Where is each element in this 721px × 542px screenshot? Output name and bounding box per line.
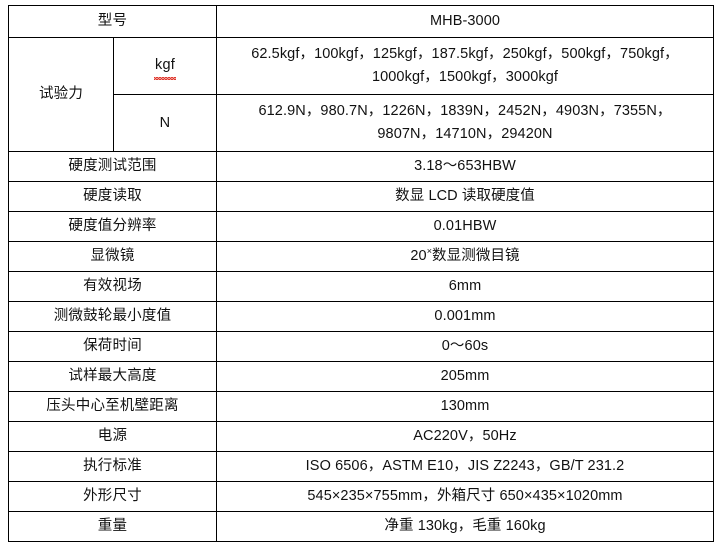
row-value-hardness-range: 3.18～653HBW <box>216 151 714 182</box>
table-row-force-newton: N 612.9N，980.7N，1226N，1839N，2452N，4903N，… <box>9 94 714 152</box>
row-label-force-unit-newton: N <box>113 94 217 152</box>
multiplication-sign-icon: × <box>426 246 433 257</box>
row-label-hardness-range: 硬度测试范围 <box>8 151 217 182</box>
table-row-weight: 重量 净重 130kg，毛重 160kg <box>8 511 714 542</box>
table-row-dwell-time: 保荷时间 0～60s <box>8 331 714 362</box>
row-value-force-newton: 612.9N，980.7N，1226N，1839N，2452N，4903N，73… <box>216 94 714 152</box>
table-row-microscope: 显微镜 20×数显测微目镜 <box>8 241 714 272</box>
table-row-power-supply: 电源 AC220V，50Hz <box>8 421 714 452</box>
specification-table: 型号 MHB-3000 试验力 kgf 62.5kgf，100kgf，125kg… <box>8 5 714 542</box>
specification-table-body: 型号 MHB-3000 试验力 kgf 62.5kgf，100kgf，125kg… <box>8 5 714 542</box>
table-row-force-kgf: 试验力 kgf 62.5kgf，100kgf，125kgf，187.5kgf，2… <box>8 37 714 152</box>
row-value-throat-depth: 130mm <box>216 391 714 422</box>
row-value-standards: ISO 6506，ASTM E10，JIS Z2243，GB/T 231.2 <box>216 451 714 482</box>
row-value-force-kgf: 62.5kgf，100kgf，125kgf，187.5kgf，250kgf，50… <box>216 37 714 95</box>
table-row-throat-depth: 压头中心至机壁距离 130mm <box>8 391 714 422</box>
row-value-max-specimen-height: 205mm <box>216 361 714 392</box>
row-value-model: MHB-3000 <box>216 5 714 38</box>
force-newton-value-text: 612.9N，980.7N，1226N，1839N，2452N，4903N，73… <box>258 102 672 142</box>
table-row-dimensions: 外形尺寸 545×235×755mm，外箱尺寸 650×435×1020mm <box>8 481 714 512</box>
row-label-max-specimen-height: 试样最大高度 <box>8 361 217 392</box>
row-label-standards: 执行标准 <box>8 451 217 482</box>
row-label-test-force: 试验力 <box>8 37 114 152</box>
microscope-eyepiece-text: 数显测微目镜 <box>432 248 520 265</box>
microscope-magnification: 20 <box>410 248 427 265</box>
row-value-micrometer-division: 0.001mm <box>216 301 714 332</box>
row-value-hardness-resolution: 0.01HBW <box>216 211 714 242</box>
table-row-max-specimen-height: 试样最大高度 205mm <box>8 361 714 392</box>
specification-table-container: 型号 MHB-3000 试验力 kgf 62.5kgf，100kgf，125kg… <box>8 5 714 542</box>
row-value-hardness-reading: 数显 LCD 读取硬度值 <box>216 181 714 212</box>
row-value-dwell-time: 0～60s <box>216 331 714 362</box>
table-row-hardness-resolution: 硬度值分辨率 0.01HBW <box>8 211 714 242</box>
row-label-microscope: 显微镜 <box>8 241 217 272</box>
table-row-micrometer-division: 测微鼓轮最小度值 0.001mm <box>8 301 714 332</box>
row-value-dimensions: 545×235×755mm，外箱尺寸 650×435×1020mm <box>216 481 714 512</box>
row-label-throat-depth: 压头中心至机壁距离 <box>8 391 217 422</box>
row-value-microscope: 20×数显测微目镜 <box>216 241 714 272</box>
table-row-model: 型号 MHB-3000 <box>8 5 714 38</box>
row-value-field-of-view: 6mm <box>216 271 714 302</box>
row-label-power-supply: 电源 <box>8 421 217 452</box>
force-kgf-value-text: 62.5kgf，100kgf，125kgf，187.5kgf，250kgf，50… <box>251 45 679 85</box>
row-label-micrometer-division: 测微鼓轮最小度值 <box>8 301 217 332</box>
row-label-hardness-resolution: 硬度值分辨率 <box>8 211 217 242</box>
table-row-standards: 执行标准 ISO 6506，ASTM E10，JIS Z2243，GB/T 23… <box>8 451 714 482</box>
row-label-force-unit-kgf: kgf <box>113 37 217 95</box>
row-value-weight: 净重 130kg，毛重 160kg <box>216 511 714 542</box>
table-row-field-of-view: 有效视场 6mm <box>8 271 714 302</box>
row-label-weight: 重量 <box>8 511 217 542</box>
force-unit-kgf-text: kgf <box>154 54 176 81</box>
row-label-hardness-reading: 硬度读取 <box>8 181 217 212</box>
row-value-power-supply: AC220V，50Hz <box>216 421 714 452</box>
row-label-dimensions: 外形尺寸 <box>8 481 217 512</box>
row-label-field-of-view: 有效视场 <box>8 271 217 302</box>
row-label-model: 型号 <box>8 5 217 38</box>
table-row-hardness-range: 硬度测试范围 3.18～653HBW <box>8 151 714 182</box>
table-row-hardness-reading: 硬度读取 数显 LCD 读取硬度值 <box>8 181 714 212</box>
row-label-dwell-time: 保荷时间 <box>8 331 217 362</box>
